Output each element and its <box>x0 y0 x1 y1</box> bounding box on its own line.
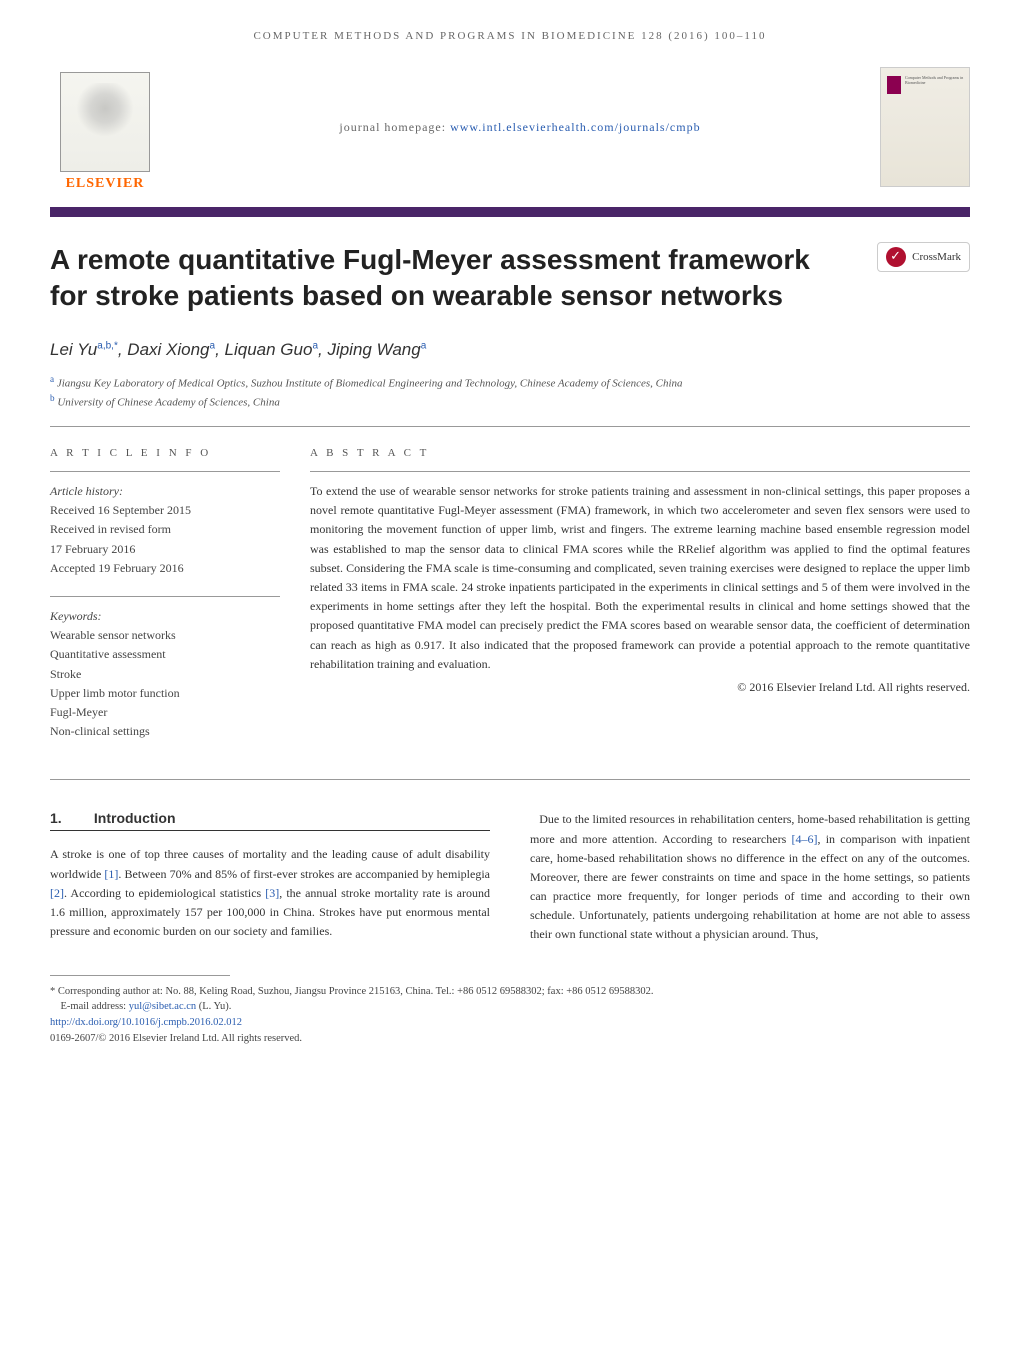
email-link[interactable]: yul@sibet.ac.cn <box>129 1001 196 1012</box>
author-line: Lei Yua,b,*, Daxi Xionga, Liquan Guoa, J… <box>0 330 1020 365</box>
author-4: Jiping Wanga <box>327 340 426 359</box>
body-column-right: Due to the limited resources in rehabili… <box>530 810 970 944</box>
issn-line: 0169-2607/© 2016 Elsevier Ireland Ltd. A… <box>50 1031 970 1047</box>
author-1: Lei Yua,b,* <box>50 340 118 359</box>
citation-link[interactable]: [1] <box>104 867 118 881</box>
crossmark-icon <box>886 247 906 267</box>
journal-banner: ELSEVIER journal homepage: www.intl.else… <box>50 62 970 192</box>
journal-cover-thumbnail: Computer Methods and Programs in Biomedi… <box>880 67 970 187</box>
journal-homepage-line: journal homepage: www.intl.elsevierhealt… <box>190 120 850 135</box>
cover-tiny-text: Computer Methods and Programs in Biomedi… <box>905 76 965 86</box>
abstract-label: A B S T R A C T <box>310 447 970 459</box>
info-divider <box>50 471 280 472</box>
affiliations: a Jiangsu Key Laboratory of Medical Opti… <box>0 365 1020 426</box>
body-column-left: 1. Introduction A stroke is one of top t… <box>50 810 490 944</box>
cover-accent-icon <box>887 76 901 94</box>
section-1-heading: 1. Introduction <box>50 810 490 826</box>
homepage-prefix: journal homepage: <box>339 120 450 134</box>
copyright-line: © 2016 Elsevier Ireland Ltd. All rights … <box>310 680 970 695</box>
citation-link[interactable]: [3] <box>265 886 279 900</box>
abstract-text: To extend the use of wearable sensor net… <box>310 482 970 674</box>
keyword: Wearable sensor networks <box>50 626 280 645</box>
purple-divider-bar <box>50 207 970 217</box>
keywords-heading: Keywords: <box>50 607 280 626</box>
running-head: COMPUTER METHODS AND PROGRAMS IN BIOMEDI… <box>50 30 970 42</box>
page-footer: * Corresponding author at: No. 88, Kelin… <box>0 965 1020 1077</box>
doi-line: http://dx.doi.org/10.1016/j.cmpb.2016.02… <box>50 1015 970 1031</box>
affiliation-b: b University of Chinese Academy of Scien… <box>50 392 970 411</box>
info-divider <box>50 596 280 597</box>
history-heading: Article history: <box>50 482 280 501</box>
info-abstract-row: A R T I C L E I N F O Article history: R… <box>0 427 1020 779</box>
abstract-column: A B S T R A C T To extend the use of wea… <box>310 447 970 759</box>
article-info-label: A R T I C L E I N F O <box>50 447 280 459</box>
keyword: Stroke <box>50 665 280 684</box>
keyword: Fugl-Meyer <box>50 703 280 722</box>
abstract-divider <box>310 471 970 472</box>
section-title: Introduction <box>94 810 176 826</box>
homepage-link[interactable]: www.intl.elsevierhealth.com/journals/cmp… <box>450 120 701 134</box>
crossmark-badge[interactable]: CrossMark <box>877 242 970 272</box>
history-line: Accepted 19 February 2016 <box>50 559 280 578</box>
article-title: A remote quantitative Fugl-Meyer assessm… <box>50 242 810 315</box>
intro-paragraph-1: A stroke is one of top three causes of m… <box>50 845 490 941</box>
elsevier-label: ELSEVIER <box>66 176 145 192</box>
intro-paragraph-2: Due to the limited resources in rehabili… <box>530 810 970 944</box>
history-line: 17 February 2016 <box>50 540 280 559</box>
page-header: COMPUTER METHODS AND PROGRAMS IN BIOMEDI… <box>0 0 1020 207</box>
title-block: A remote quantitative Fugl-Meyer assessm… <box>0 217 1020 330</box>
history-line: Received in revised form <box>50 520 280 539</box>
author-2: Daxi Xionga <box>127 340 215 359</box>
keywords-block: Keywords: Wearable sensor networks Quant… <box>50 607 280 741</box>
history-line: Received 16 September 2015 <box>50 501 280 520</box>
keyword: Non-clinical settings <box>50 722 280 741</box>
affiliation-a: a Jiangsu Key Laboratory of Medical Opti… <box>50 373 970 392</box>
corresponding-author: * Corresponding author at: No. 88, Kelin… <box>50 984 970 1000</box>
crossmark-label: CrossMark <box>912 251 961 263</box>
heading-underline <box>50 830 490 831</box>
citation-link[interactable]: [2] <box>50 886 64 900</box>
author-3: Liquan Guoa <box>225 340 318 359</box>
elsevier-logo: ELSEVIER <box>50 62 160 192</box>
article-info-column: A R T I C L E I N F O Article history: R… <box>50 447 280 759</box>
keyword: Upper limb motor function <box>50 684 280 703</box>
email-line: E-mail address: yul@sibet.ac.cn (L. Yu). <box>50 999 970 1015</box>
citation-link[interactable]: [4–6] <box>791 832 817 846</box>
section-number: 1. <box>50 810 90 826</box>
doi-link[interactable]: http://dx.doi.org/10.1016/j.cmpb.2016.02… <box>50 1017 242 1028</box>
body-two-columns: 1. Introduction A stroke is one of top t… <box>0 780 1020 964</box>
keyword: Quantitative assessment <box>50 645 280 664</box>
footer-rule <box>50 975 230 976</box>
elsevier-tree-icon <box>60 72 150 172</box>
article-history: Article history: Received 16 September 2… <box>50 482 280 578</box>
